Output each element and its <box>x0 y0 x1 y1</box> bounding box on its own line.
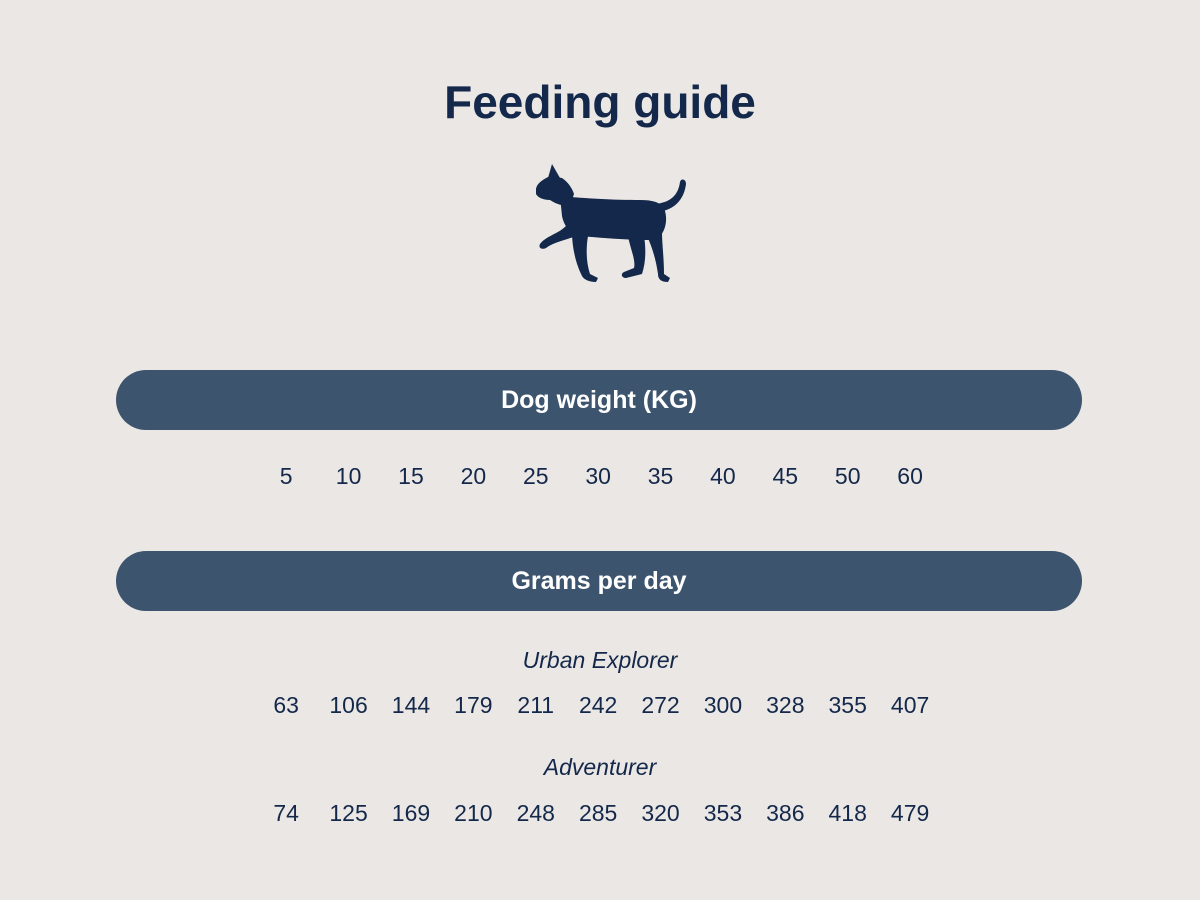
grams-value: 169 <box>380 796 442 830</box>
grams-value: 211 <box>505 688 567 722</box>
weight-value: 15 <box>380 459 442 493</box>
grams-value: 248 <box>505 796 567 830</box>
grams-value: 63 <box>255 688 317 722</box>
grams-value: 125 <box>317 796 379 830</box>
grams-value: 74 <box>255 796 317 830</box>
grams-value: 355 <box>817 688 879 722</box>
grams-value: 386 <box>754 796 816 830</box>
page-title: Feeding guide <box>0 72 1200 132</box>
dog-weight-header: Dog weight (KG) <box>116 370 1082 430</box>
weight-value: 10 <box>317 459 379 493</box>
weight-value: 45 <box>754 459 816 493</box>
grams-value: 144 <box>380 688 442 722</box>
grams-value: 106 <box>317 688 379 722</box>
grams-value: 242 <box>567 688 629 722</box>
adventurer-values-row: 74 125 169 210 248 285 320 353 386 418 4… <box>255 796 955 830</box>
grams-per-day-header: Grams per day <box>116 551 1082 611</box>
weight-value: 20 <box>442 459 504 493</box>
adventurer-label: Adventurer <box>0 752 1200 782</box>
grams-value: 300 <box>692 688 754 722</box>
weight-value: 25 <box>505 459 567 493</box>
weight-value: 40 <box>692 459 754 493</box>
weight-value: 60 <box>879 459 941 493</box>
urban-explorer-label: Urban Explorer <box>0 645 1200 675</box>
weight-value: 30 <box>567 459 629 493</box>
grams-value: 328 <box>754 688 816 722</box>
weight-value: 5 <box>255 459 317 493</box>
grams-value: 272 <box>629 688 691 722</box>
dog-silhouette-icon <box>510 156 690 292</box>
grams-value: 353 <box>692 796 754 830</box>
grams-value: 320 <box>629 796 691 830</box>
weight-value: 35 <box>629 459 691 493</box>
urban-explorer-values-row: 63 106 144 179 211 242 272 300 328 355 4… <box>255 688 955 722</box>
weight-value: 50 <box>817 459 879 493</box>
grams-value: 418 <box>817 796 879 830</box>
weight-values-row: 5 10 15 20 25 30 35 40 45 50 60 <box>255 459 955 493</box>
grams-value: 285 <box>567 796 629 830</box>
grams-value: 407 <box>879 688 941 722</box>
grams-value: 479 <box>879 796 941 830</box>
grams-value: 210 <box>442 796 504 830</box>
grams-value: 179 <box>442 688 504 722</box>
